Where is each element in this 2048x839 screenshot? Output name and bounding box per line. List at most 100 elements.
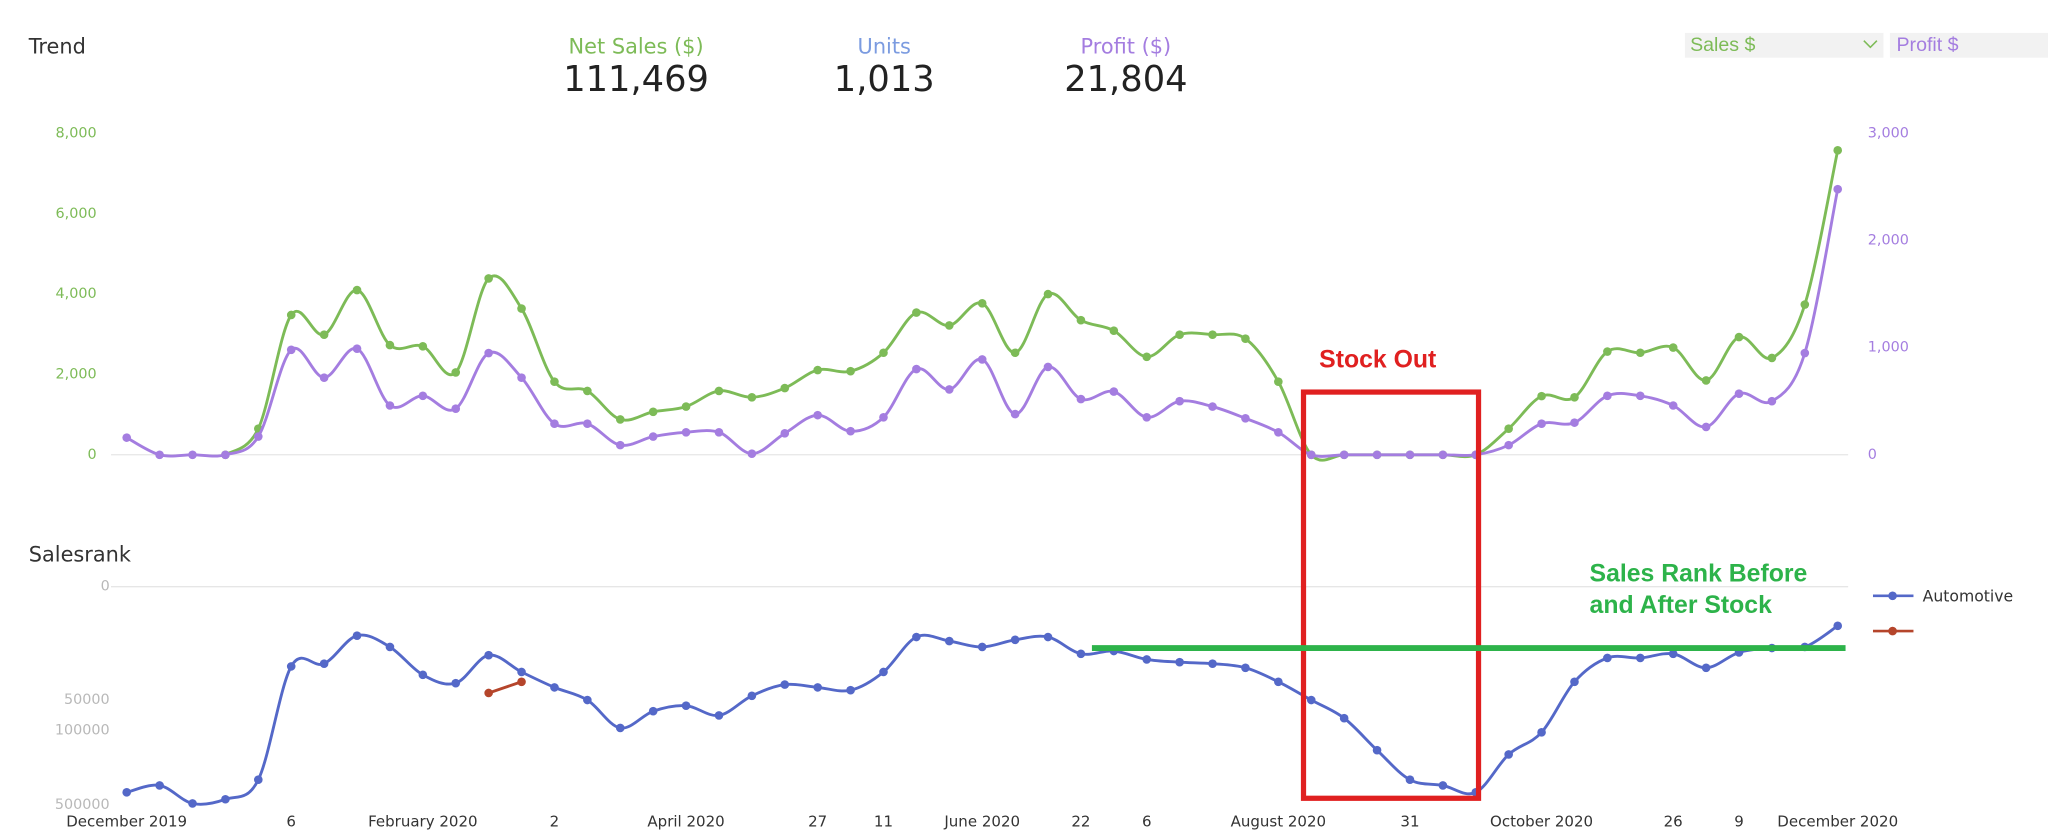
dropdown-chevron xyxy=(1863,40,1878,49)
point xyxy=(254,775,263,785)
point xyxy=(1405,450,1415,460)
annotation: and After Stock xyxy=(1590,592,1773,619)
point xyxy=(1603,391,1612,401)
point xyxy=(1767,353,1777,363)
point xyxy=(1537,728,1546,737)
x-tick-label: June 2020 xyxy=(943,812,1020,830)
y2-tick-label: 2,000 xyxy=(1868,233,1909,249)
point xyxy=(944,636,954,646)
x-tick-label: October 2020 xyxy=(1490,812,1593,830)
point xyxy=(352,631,362,640)
x-tick-label: 22 xyxy=(1071,812,1090,830)
point xyxy=(286,662,296,671)
point xyxy=(1076,315,1086,325)
point xyxy=(1043,362,1053,372)
kpi-label: Net Sales ($) xyxy=(569,34,704,58)
point xyxy=(681,701,691,710)
point xyxy=(1570,677,1579,687)
point xyxy=(813,410,822,420)
point xyxy=(1010,635,1020,645)
point xyxy=(1504,424,1513,433)
point xyxy=(1010,409,1020,419)
x-tick-label: 26 xyxy=(1664,812,1683,830)
point xyxy=(188,799,197,808)
point xyxy=(221,794,230,804)
point xyxy=(1734,332,1744,342)
point xyxy=(1504,750,1513,759)
point xyxy=(912,308,921,317)
point xyxy=(484,688,493,698)
dropdown-label: Sales $ xyxy=(1690,34,1755,56)
point xyxy=(813,365,822,375)
point xyxy=(1043,632,1053,642)
point xyxy=(517,373,526,382)
x-tick-label: December 2020 xyxy=(1777,812,1898,830)
y2-tick-label: 1,000 xyxy=(1868,340,1909,356)
dropdown[interactable] xyxy=(1889,32,2048,58)
point xyxy=(1405,775,1415,785)
line xyxy=(126,624,1839,806)
point xyxy=(944,385,954,394)
annotation: Stock Out xyxy=(1319,346,1436,373)
point xyxy=(451,404,461,414)
point xyxy=(1241,663,1250,673)
point xyxy=(583,386,592,396)
point xyxy=(385,642,395,652)
point xyxy=(879,667,888,677)
point xyxy=(1800,300,1810,309)
line xyxy=(488,680,523,695)
point xyxy=(1504,440,1513,450)
point xyxy=(977,642,987,652)
y-tick-label: 0 xyxy=(88,447,97,463)
dropdown-label: Profit $ xyxy=(1896,34,1958,56)
y2-tick-label: 0 xyxy=(1868,447,1877,463)
point xyxy=(1438,450,1448,460)
point xyxy=(1306,450,1316,460)
point xyxy=(648,407,658,417)
stock-out-box xyxy=(1300,389,1482,801)
kpi-label: Profit ($) xyxy=(1081,34,1172,58)
point xyxy=(1274,677,1283,687)
chart-title: Salesrank xyxy=(29,542,132,566)
point xyxy=(418,391,428,401)
point xyxy=(1537,419,1546,429)
y-tick-label: 2,000 xyxy=(56,366,97,382)
point xyxy=(648,432,658,441)
point xyxy=(418,670,428,680)
line xyxy=(224,150,1840,462)
point xyxy=(1306,695,1316,705)
point xyxy=(714,386,724,396)
point xyxy=(846,426,855,436)
point xyxy=(813,683,822,692)
point xyxy=(1043,289,1053,299)
kpi-value: 111,469 xyxy=(563,59,709,100)
dropdown[interactable] xyxy=(1684,32,1884,58)
point xyxy=(977,355,987,364)
point xyxy=(1109,387,1119,396)
point xyxy=(912,364,921,374)
point xyxy=(484,274,493,283)
point xyxy=(451,368,461,377)
point xyxy=(648,706,658,716)
point xyxy=(977,299,987,308)
point xyxy=(286,310,296,320)
point xyxy=(583,419,592,429)
point xyxy=(1537,391,1546,401)
point xyxy=(1010,348,1020,358)
point xyxy=(1635,348,1645,358)
point xyxy=(1701,663,1711,673)
point xyxy=(385,401,395,410)
kpi-label: Units xyxy=(858,34,911,58)
point xyxy=(747,449,757,459)
point xyxy=(484,650,493,660)
x-tick-label: 31 xyxy=(1400,812,1419,830)
point xyxy=(550,683,559,692)
point xyxy=(1076,394,1086,404)
point xyxy=(1208,659,1217,668)
point xyxy=(846,366,855,376)
point xyxy=(1438,781,1448,790)
point xyxy=(1734,389,1744,399)
point xyxy=(714,711,724,720)
